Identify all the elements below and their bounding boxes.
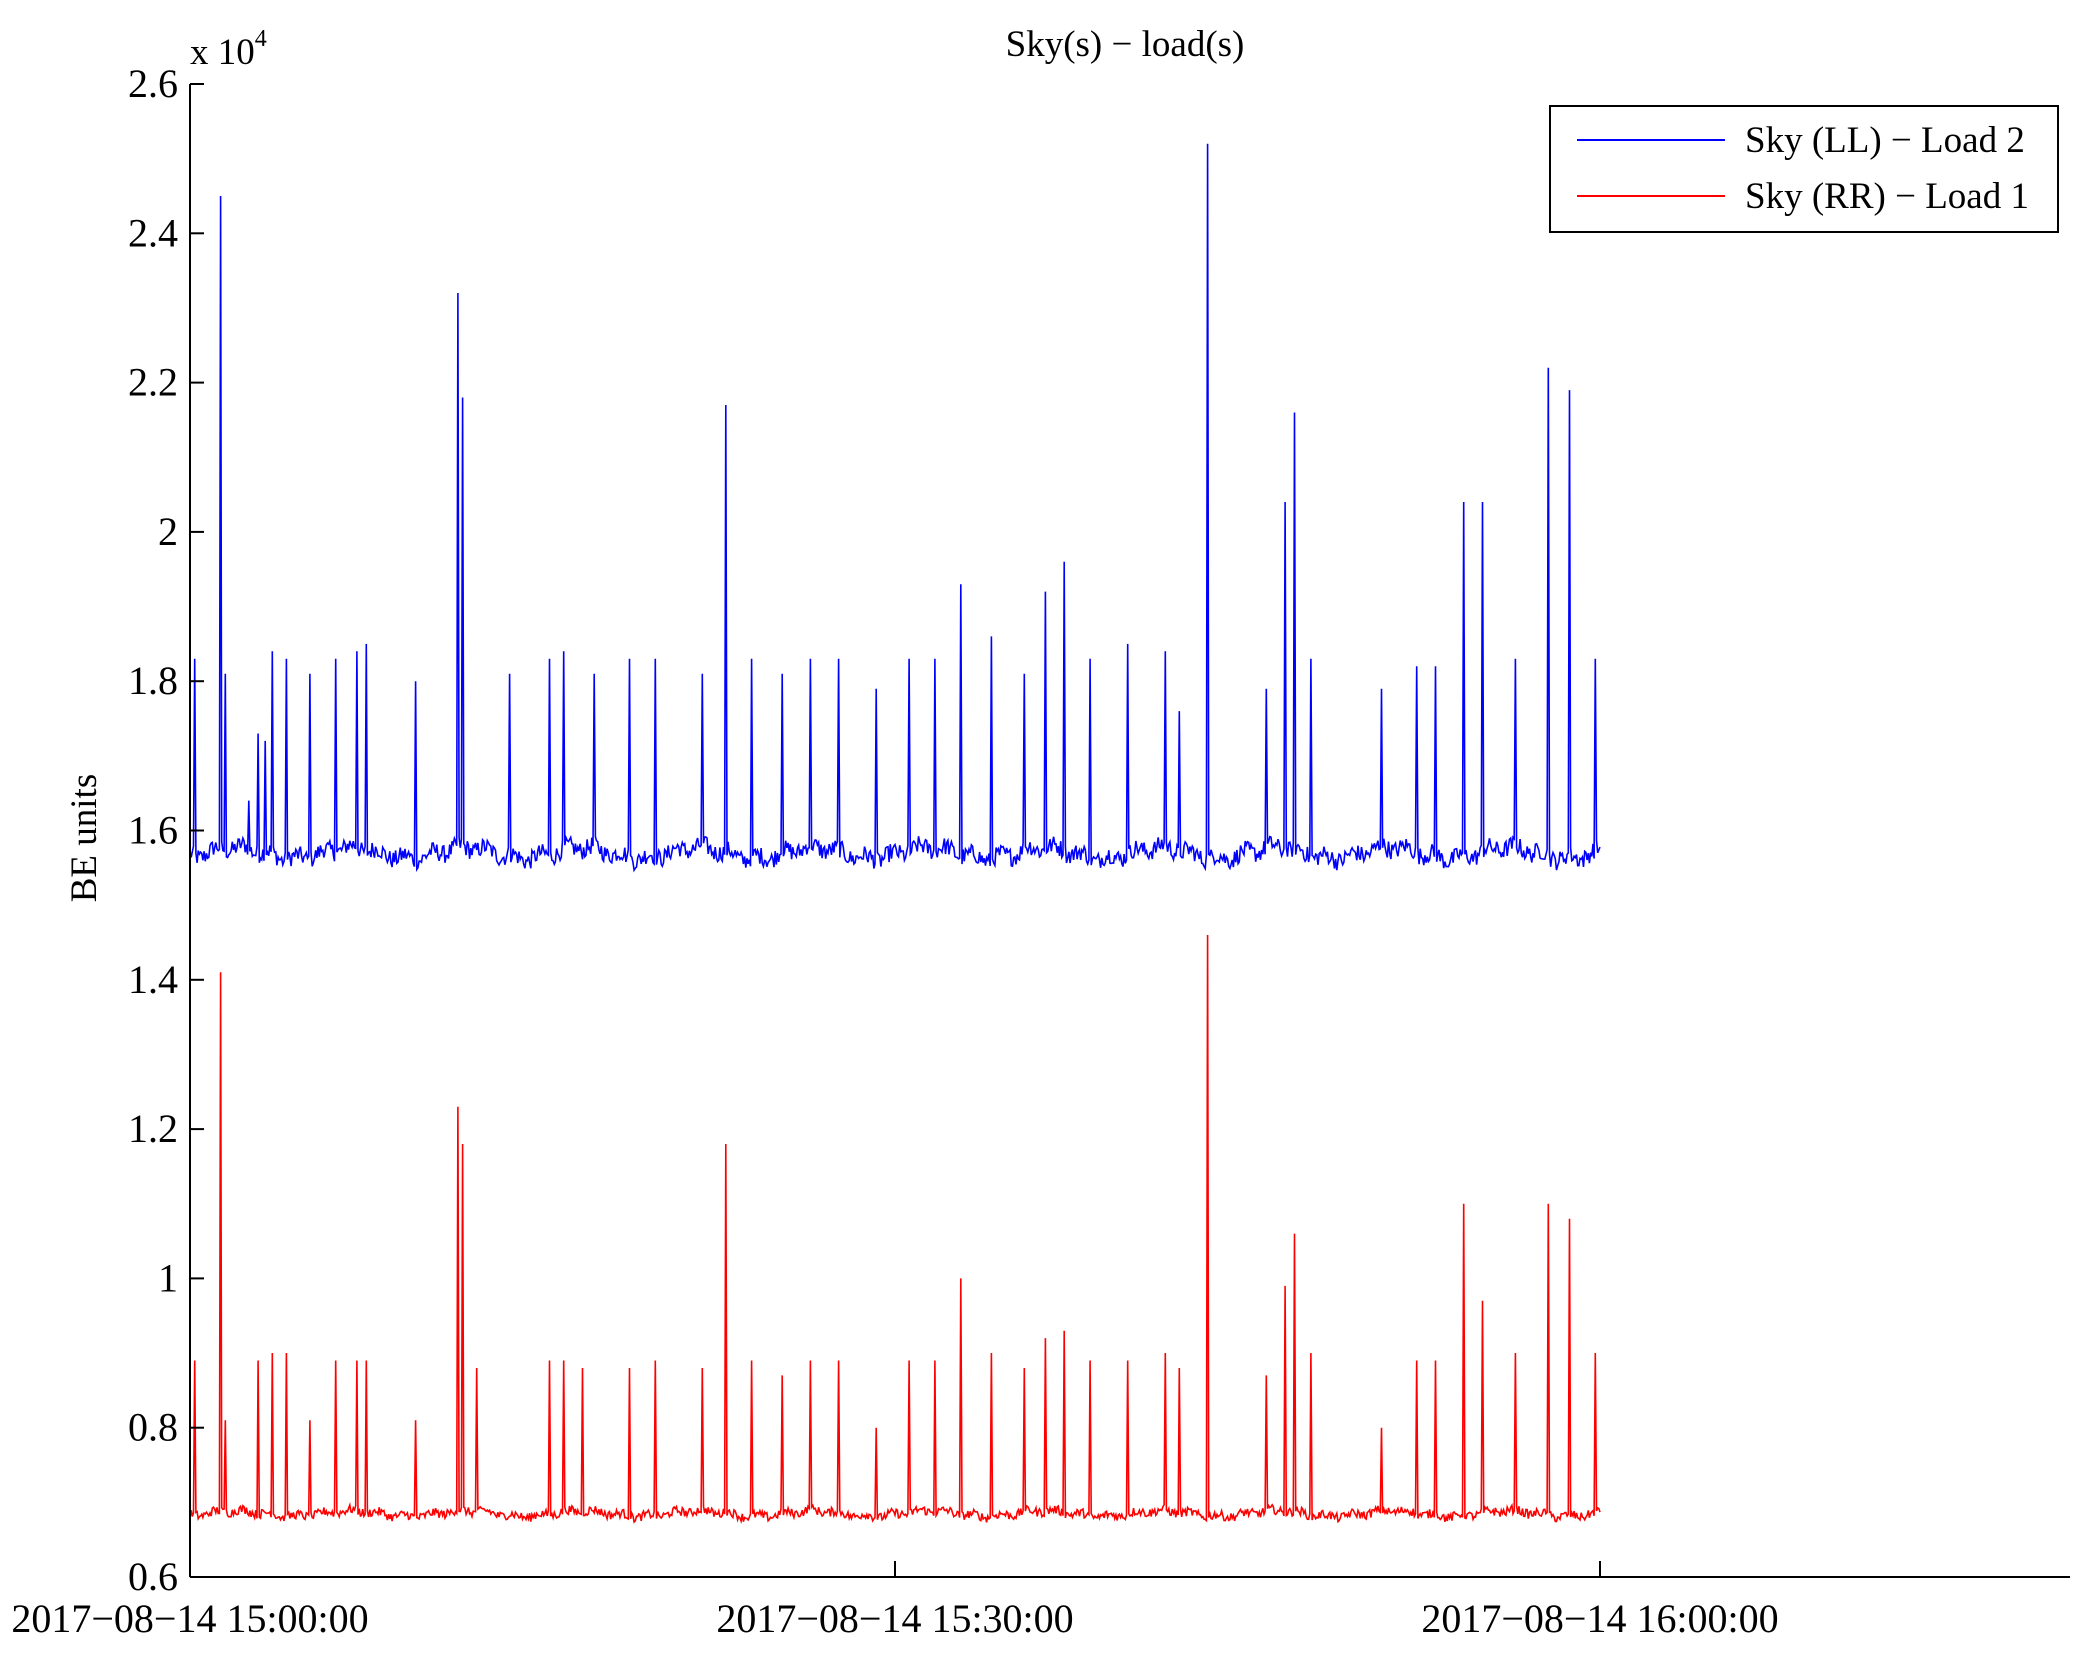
y-tick-label: 2.2 [128, 360, 178, 405]
chart-title: Sky(s) − load(s) [1006, 24, 1245, 65]
series-line-sky-ll [189, 143, 1601, 873]
y-tick-label: 1 [158, 1255, 178, 1300]
x-tick-label: 2017−08−14 15:30:00 [716, 1596, 1073, 1641]
y-tick-label: 1.2 [128, 1106, 178, 1151]
y-axis-multiplier: x 104 [190, 26, 267, 73]
x-ticks: 2017−08−14 15:00:00 2017−08−14 15:30:00 20… [11, 1561, 1779, 1641]
y-tick-label: 1.8 [128, 658, 178, 703]
y-axis-label: BE units [64, 774, 105, 903]
legend-label-sky-rr: Sky (RR) − Load 1 [1745, 176, 2029, 217]
y-axis-multiplier-exponent: 4 [255, 26, 267, 52]
y-tick-label: 1.4 [128, 957, 178, 1002]
y-tick-label: 1.6 [128, 808, 178, 853]
y-tick-label: 2.6 [128, 61, 178, 106]
legend-label-sky-ll: Sky (LL) − Load 2 [1745, 120, 2025, 161]
y-tick-label: 0.8 [128, 1405, 178, 1450]
legend: Sky (LL) − Load 2 Sky (RR) − Load 1 [1549, 105, 2059, 233]
x-tick-label: 2017−08−14 15:00:00 [11, 1596, 368, 1641]
y-tick-label: 0.6 [128, 1554, 178, 1599]
series-line-sky-rr [189, 934, 1601, 1525]
y-tick-label: 2 [158, 509, 178, 554]
legend-box [1549, 105, 2059, 233]
y-tick-label: 2.4 [128, 210, 178, 255]
x-tick-label: 2017−08−14 16:00:00 [1421, 1596, 1778, 1641]
y-axis-multiplier-base: x 10 [190, 32, 255, 73]
y-ticks: 0.6 0.8 1 1.2 1.4 1.6 1.8 2 2.2 2.4 2.6 [128, 61, 204, 1599]
series-layer [189, 143, 1601, 1525]
